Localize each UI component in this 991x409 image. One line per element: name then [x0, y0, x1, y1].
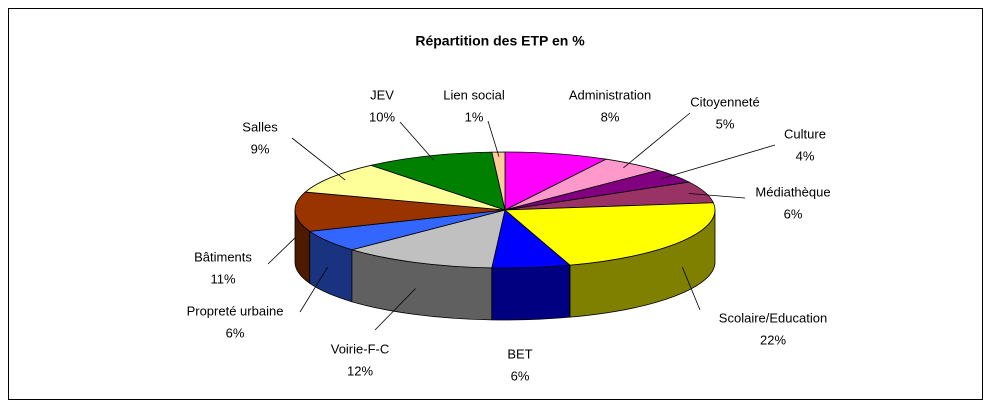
slice-side	[491, 264, 571, 321]
slice-value-label: 11%	[210, 271, 235, 286]
leader-line	[487, 120, 500, 157]
slice-category: Propreté urbaine	[187, 303, 284, 318]
leader-line	[399, 121, 435, 161]
slice-value-label: 22%	[760, 332, 786, 347]
slice-category: Culture	[784, 126, 826, 141]
slice-category: BET	[507, 346, 532, 361]
slice-category: Administration	[569, 87, 651, 102]
slice-value-label: 9%	[251, 141, 270, 156]
leader-line	[688, 193, 746, 199]
chart-title: Répartition des ETP en %	[415, 33, 585, 49]
slice-value-label: 5%	[716, 116, 735, 131]
slice-value-label: 6%	[511, 368, 530, 383]
slice-value-label: 8%	[601, 109, 620, 124]
slice	[491, 151, 506, 211]
slice-value-label: 6%	[784, 206, 803, 221]
leader-line	[623, 112, 691, 169]
slice-category: Bâtiments	[194, 249, 252, 264]
leader-line	[267, 237, 296, 265]
slice	[369, 151, 506, 211]
leader-line	[661, 144, 776, 180]
slice-value-label: 12%	[347, 363, 373, 378]
leader-line	[299, 266, 329, 313]
slice	[504, 151, 608, 211]
slice-category: Scolaire/Education	[719, 310, 827, 325]
slice	[350, 209, 506, 269]
slice-category: Médiathèque	[755, 184, 830, 199]
slice-category: Salles	[242, 119, 278, 134]
slice-value-label: 6%	[226, 325, 245, 340]
slice-value-label: 10%	[369, 109, 395, 124]
slice	[503, 202, 716, 266]
leader-line	[681, 266, 701, 311]
slice	[304, 164, 506, 211]
slice	[294, 191, 506, 232]
slice-value-label: 1%	[465, 109, 484, 124]
leader-line	[374, 288, 416, 331]
slice-category: Citoyenneté	[690, 94, 759, 109]
slice-category: Lien social	[443, 87, 505, 102]
slice-category: JEV	[370, 87, 394, 102]
leader-line	[291, 137, 346, 181]
slice-value-label: 4%	[796, 148, 815, 163]
slice-category: Voirie-F-C	[331, 341, 390, 356]
